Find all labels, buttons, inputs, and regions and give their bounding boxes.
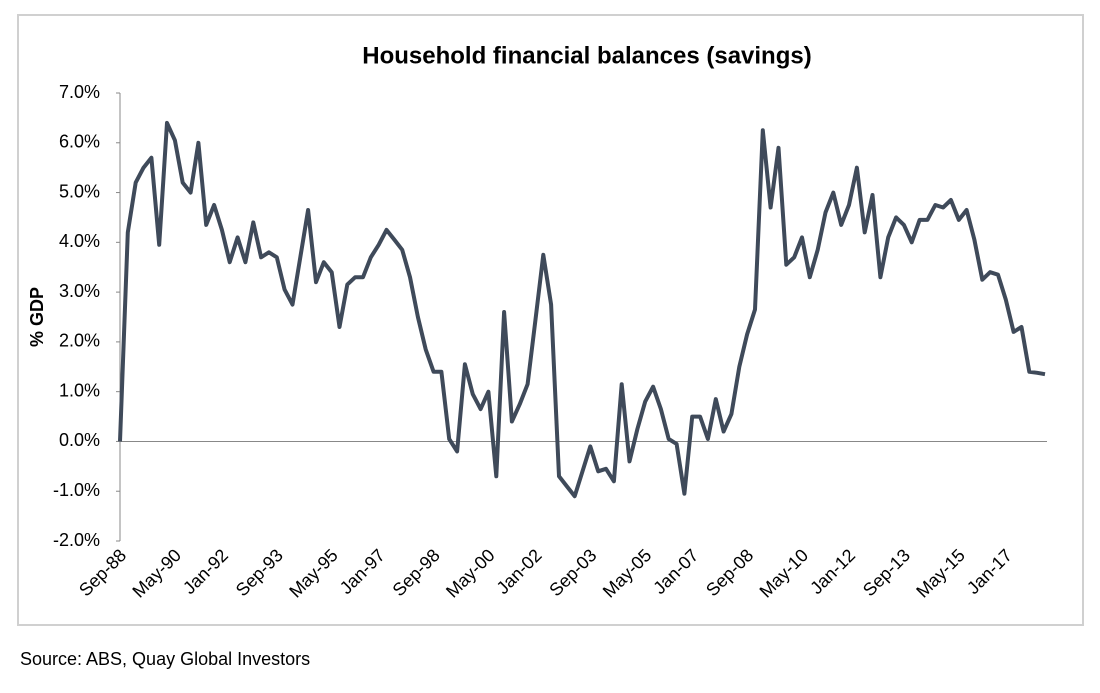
- y-tick-label: 1.0%: [59, 380, 100, 400]
- source-note: Source: ABS, Quay Global Investors: [20, 649, 310, 669]
- y-tick-label: 2.0%: [59, 331, 100, 351]
- y-tick-label: 4.0%: [59, 231, 100, 251]
- chart-title: Household financial balances (savings): [362, 42, 811, 69]
- y-tick-label: 0.0%: [59, 430, 100, 450]
- y-tick-label: -1.0%: [53, 480, 100, 500]
- data-line: [118, 120, 1046, 499]
- y-tick-label: 5.0%: [59, 181, 100, 201]
- y-axis-label: % GDP: [27, 287, 47, 347]
- y-tick-label: 6.0%: [59, 132, 100, 152]
- y-tick-label: -2.0%: [53, 530, 100, 550]
- y-tick-label: 7.0%: [59, 82, 100, 102]
- y-tick-label: 3.0%: [59, 281, 100, 301]
